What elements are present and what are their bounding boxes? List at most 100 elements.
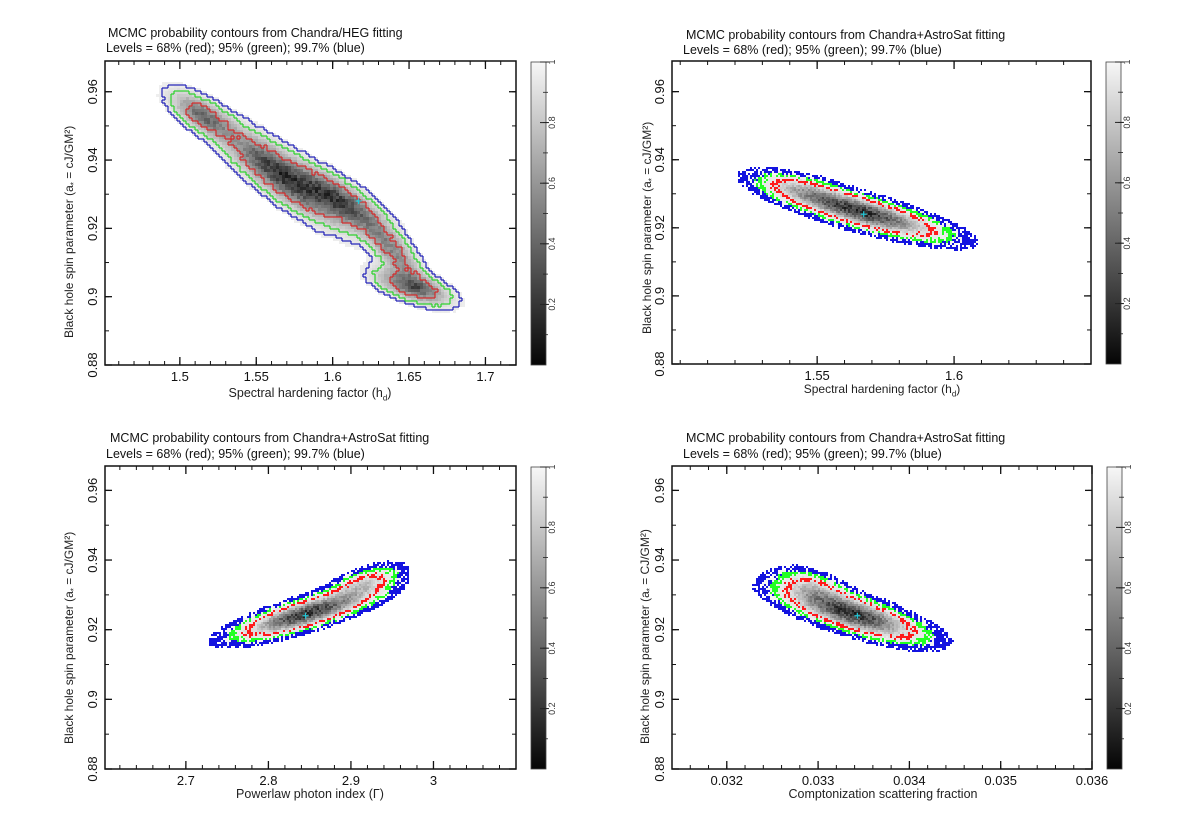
density-cell: [435, 274, 438, 277]
density-cell: [312, 175, 315, 178]
density-cell: [222, 130, 225, 133]
density-cell: [756, 187, 758, 189]
density-cell: [788, 199, 790, 201]
density-cell: [780, 173, 782, 175]
density-cell: [874, 207, 876, 209]
density-cell: [228, 157, 231, 160]
density-cell: [820, 205, 822, 207]
density-cell: [782, 199, 784, 201]
density-cell: [772, 189, 774, 191]
density-cell: [874, 195, 876, 197]
density-cell: [874, 225, 876, 227]
density-cell: [860, 207, 862, 209]
density-cell: [324, 205, 327, 208]
density-cell: [246, 130, 249, 133]
density-cell: [842, 191, 844, 193]
density-cell: [808, 215, 810, 217]
density-cell: [868, 219, 870, 221]
density-cell: [261, 127, 264, 130]
density-cell: [758, 167, 760, 169]
density-cell: [453, 289, 456, 292]
density-cell: [432, 277, 435, 280]
density-cell: [878, 225, 880, 227]
density-cell: [876, 223, 878, 225]
density-cell: [804, 177, 806, 179]
density-cell: [276, 175, 279, 178]
density-cell: [402, 247, 405, 250]
density-cell: [928, 217, 930, 219]
density-cell: [822, 199, 824, 201]
density-cell: [399, 259, 402, 262]
density-cell: [294, 208, 297, 211]
density-cell: [243, 127, 246, 130]
density-cell: [820, 197, 822, 199]
y-tick-label: 0.88: [85, 352, 100, 377]
density-cell: [940, 217, 942, 219]
density-cell: [920, 213, 922, 215]
density-cell: [240, 118, 243, 121]
density-cell: [372, 193, 375, 196]
density-cell: [832, 223, 834, 225]
density-cell: [363, 223, 366, 226]
density-cell: [174, 91, 177, 94]
density-cell: [429, 304, 432, 307]
density-cell: [886, 203, 888, 205]
density-cell: [758, 185, 760, 187]
density-cell: [291, 184, 294, 187]
density-cell: [420, 253, 423, 256]
density-cell: [309, 214, 312, 217]
density-cell: [836, 213, 838, 215]
density-cell: [417, 265, 420, 268]
density-cell: [808, 189, 810, 191]
density-cell: [858, 201, 860, 203]
density-cell: [802, 211, 804, 213]
density-cell: [850, 193, 852, 195]
density-cell: [868, 209, 870, 211]
density-cell: [822, 197, 824, 199]
density-cell: [252, 145, 255, 148]
density-cell: [363, 241, 366, 244]
density-cell: [842, 213, 844, 215]
density-cell: [405, 271, 408, 274]
density-cell: [246, 166, 249, 169]
density-cell: [800, 201, 802, 203]
density-cell: [327, 187, 330, 190]
density-cell: [798, 209, 800, 211]
density-cell: [300, 217, 303, 220]
density-cell: [192, 133, 195, 136]
density-cell: [375, 199, 378, 202]
density-cell: [297, 148, 300, 151]
density-cell: [405, 250, 408, 253]
density-cell: [862, 201, 864, 203]
density-cell: [432, 283, 435, 286]
density-cell: [366, 232, 369, 235]
density-cell: [198, 103, 201, 106]
density-cell: [806, 191, 808, 193]
density-cell: [366, 205, 369, 208]
density-cell: [360, 223, 363, 226]
density-cell: [890, 199, 892, 201]
density-cell: [784, 171, 786, 173]
density-cell: [796, 203, 798, 205]
density-cell: [285, 157, 288, 160]
density-cell: [294, 214, 297, 217]
density-cell: [870, 199, 872, 201]
density-cell: [270, 172, 273, 175]
density-cell: [171, 94, 174, 97]
density-cell: [432, 304, 435, 307]
density-cell: [830, 205, 832, 207]
density-cell: [894, 203, 896, 205]
density-cell: [802, 183, 804, 185]
density-cell: [237, 133, 240, 136]
density-cell: [390, 259, 393, 262]
density-cell: [902, 219, 904, 221]
density-cell: [856, 227, 858, 229]
density-cell: [846, 219, 848, 221]
density-cell: [870, 225, 872, 227]
density-cell: [282, 151, 285, 154]
density-cell: [898, 207, 900, 209]
density-cell: [792, 199, 794, 201]
density-cell: [336, 202, 339, 205]
density-cell: [816, 219, 818, 221]
density-cell: [778, 185, 780, 187]
